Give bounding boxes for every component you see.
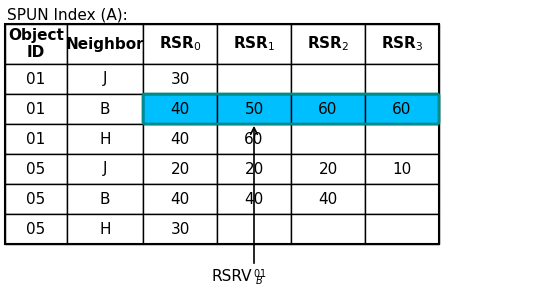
Text: B: B xyxy=(100,102,110,117)
Bar xyxy=(291,24,365,64)
Text: 20: 20 xyxy=(171,161,189,176)
Bar xyxy=(217,24,291,64)
Text: 05: 05 xyxy=(27,222,45,237)
Bar xyxy=(365,94,439,124)
Text: 01: 01 xyxy=(27,102,45,117)
Text: 30: 30 xyxy=(170,222,189,237)
Text: RSR$_0$: RSR$_0$ xyxy=(158,35,201,53)
Bar xyxy=(365,24,439,64)
Bar xyxy=(217,94,291,124)
Bar xyxy=(291,124,365,154)
Text: 30: 30 xyxy=(170,72,189,86)
Text: 40: 40 xyxy=(171,102,189,117)
Text: 10: 10 xyxy=(392,161,412,176)
Text: 20: 20 xyxy=(319,161,337,176)
Text: 01: 01 xyxy=(27,131,45,147)
Text: $_{B}$: $_{B}$ xyxy=(255,273,263,287)
Text: 05: 05 xyxy=(27,192,45,206)
Text: $^{01}$: $^{01}$ xyxy=(253,269,266,283)
Text: Neighbor: Neighbor xyxy=(66,36,144,51)
Bar xyxy=(365,64,439,94)
Bar xyxy=(5,184,67,214)
Bar xyxy=(5,214,67,244)
Bar xyxy=(67,184,143,214)
Bar xyxy=(217,214,291,244)
Bar xyxy=(365,184,439,214)
Bar xyxy=(217,184,291,214)
Bar xyxy=(291,154,365,184)
Bar xyxy=(143,24,217,64)
Text: Object
ID: Object ID xyxy=(8,28,64,60)
Bar xyxy=(5,64,67,94)
Bar xyxy=(217,124,291,154)
Bar xyxy=(217,154,291,184)
Text: J: J xyxy=(102,161,107,176)
Text: 01: 01 xyxy=(27,72,45,86)
Bar xyxy=(143,214,217,244)
Text: J: J xyxy=(102,72,107,86)
Bar xyxy=(291,184,365,214)
Bar xyxy=(365,154,439,184)
Bar xyxy=(67,214,143,244)
Bar xyxy=(291,214,365,244)
Text: B: B xyxy=(100,192,110,206)
Text: 60: 60 xyxy=(244,131,264,147)
Text: 20: 20 xyxy=(244,161,264,176)
Bar xyxy=(5,124,67,154)
Bar xyxy=(365,214,439,244)
Text: 40: 40 xyxy=(244,192,264,206)
Bar xyxy=(5,154,67,184)
Bar xyxy=(143,64,217,94)
Text: RSR$_3$: RSR$_3$ xyxy=(381,35,423,53)
Bar xyxy=(291,64,365,94)
Bar xyxy=(5,94,67,124)
Text: 40: 40 xyxy=(171,131,189,147)
Text: SPUN Index (A):: SPUN Index (A): xyxy=(7,8,128,23)
Text: 50: 50 xyxy=(244,102,264,117)
Text: H: H xyxy=(99,131,111,147)
Bar xyxy=(143,154,217,184)
Text: RSR$_1$: RSR$_1$ xyxy=(233,35,275,53)
Text: 40: 40 xyxy=(171,192,189,206)
Bar xyxy=(5,24,67,64)
Bar xyxy=(67,64,143,94)
Bar xyxy=(67,94,143,124)
Bar xyxy=(291,94,365,124)
Bar xyxy=(67,24,143,64)
Text: 60: 60 xyxy=(392,102,412,117)
Bar xyxy=(67,154,143,184)
Bar xyxy=(217,64,291,94)
Text: 05: 05 xyxy=(27,161,45,176)
Bar xyxy=(143,124,217,154)
Text: H: H xyxy=(99,222,111,237)
Text: 60: 60 xyxy=(319,102,338,117)
Text: RSR$_2$: RSR$_2$ xyxy=(307,35,349,53)
Text: 40: 40 xyxy=(319,192,337,206)
Text: RSRV: RSRV xyxy=(212,269,252,284)
Bar xyxy=(67,124,143,154)
Bar xyxy=(365,124,439,154)
Bar xyxy=(143,184,217,214)
Bar xyxy=(143,94,217,124)
Bar xyxy=(5,24,439,244)
